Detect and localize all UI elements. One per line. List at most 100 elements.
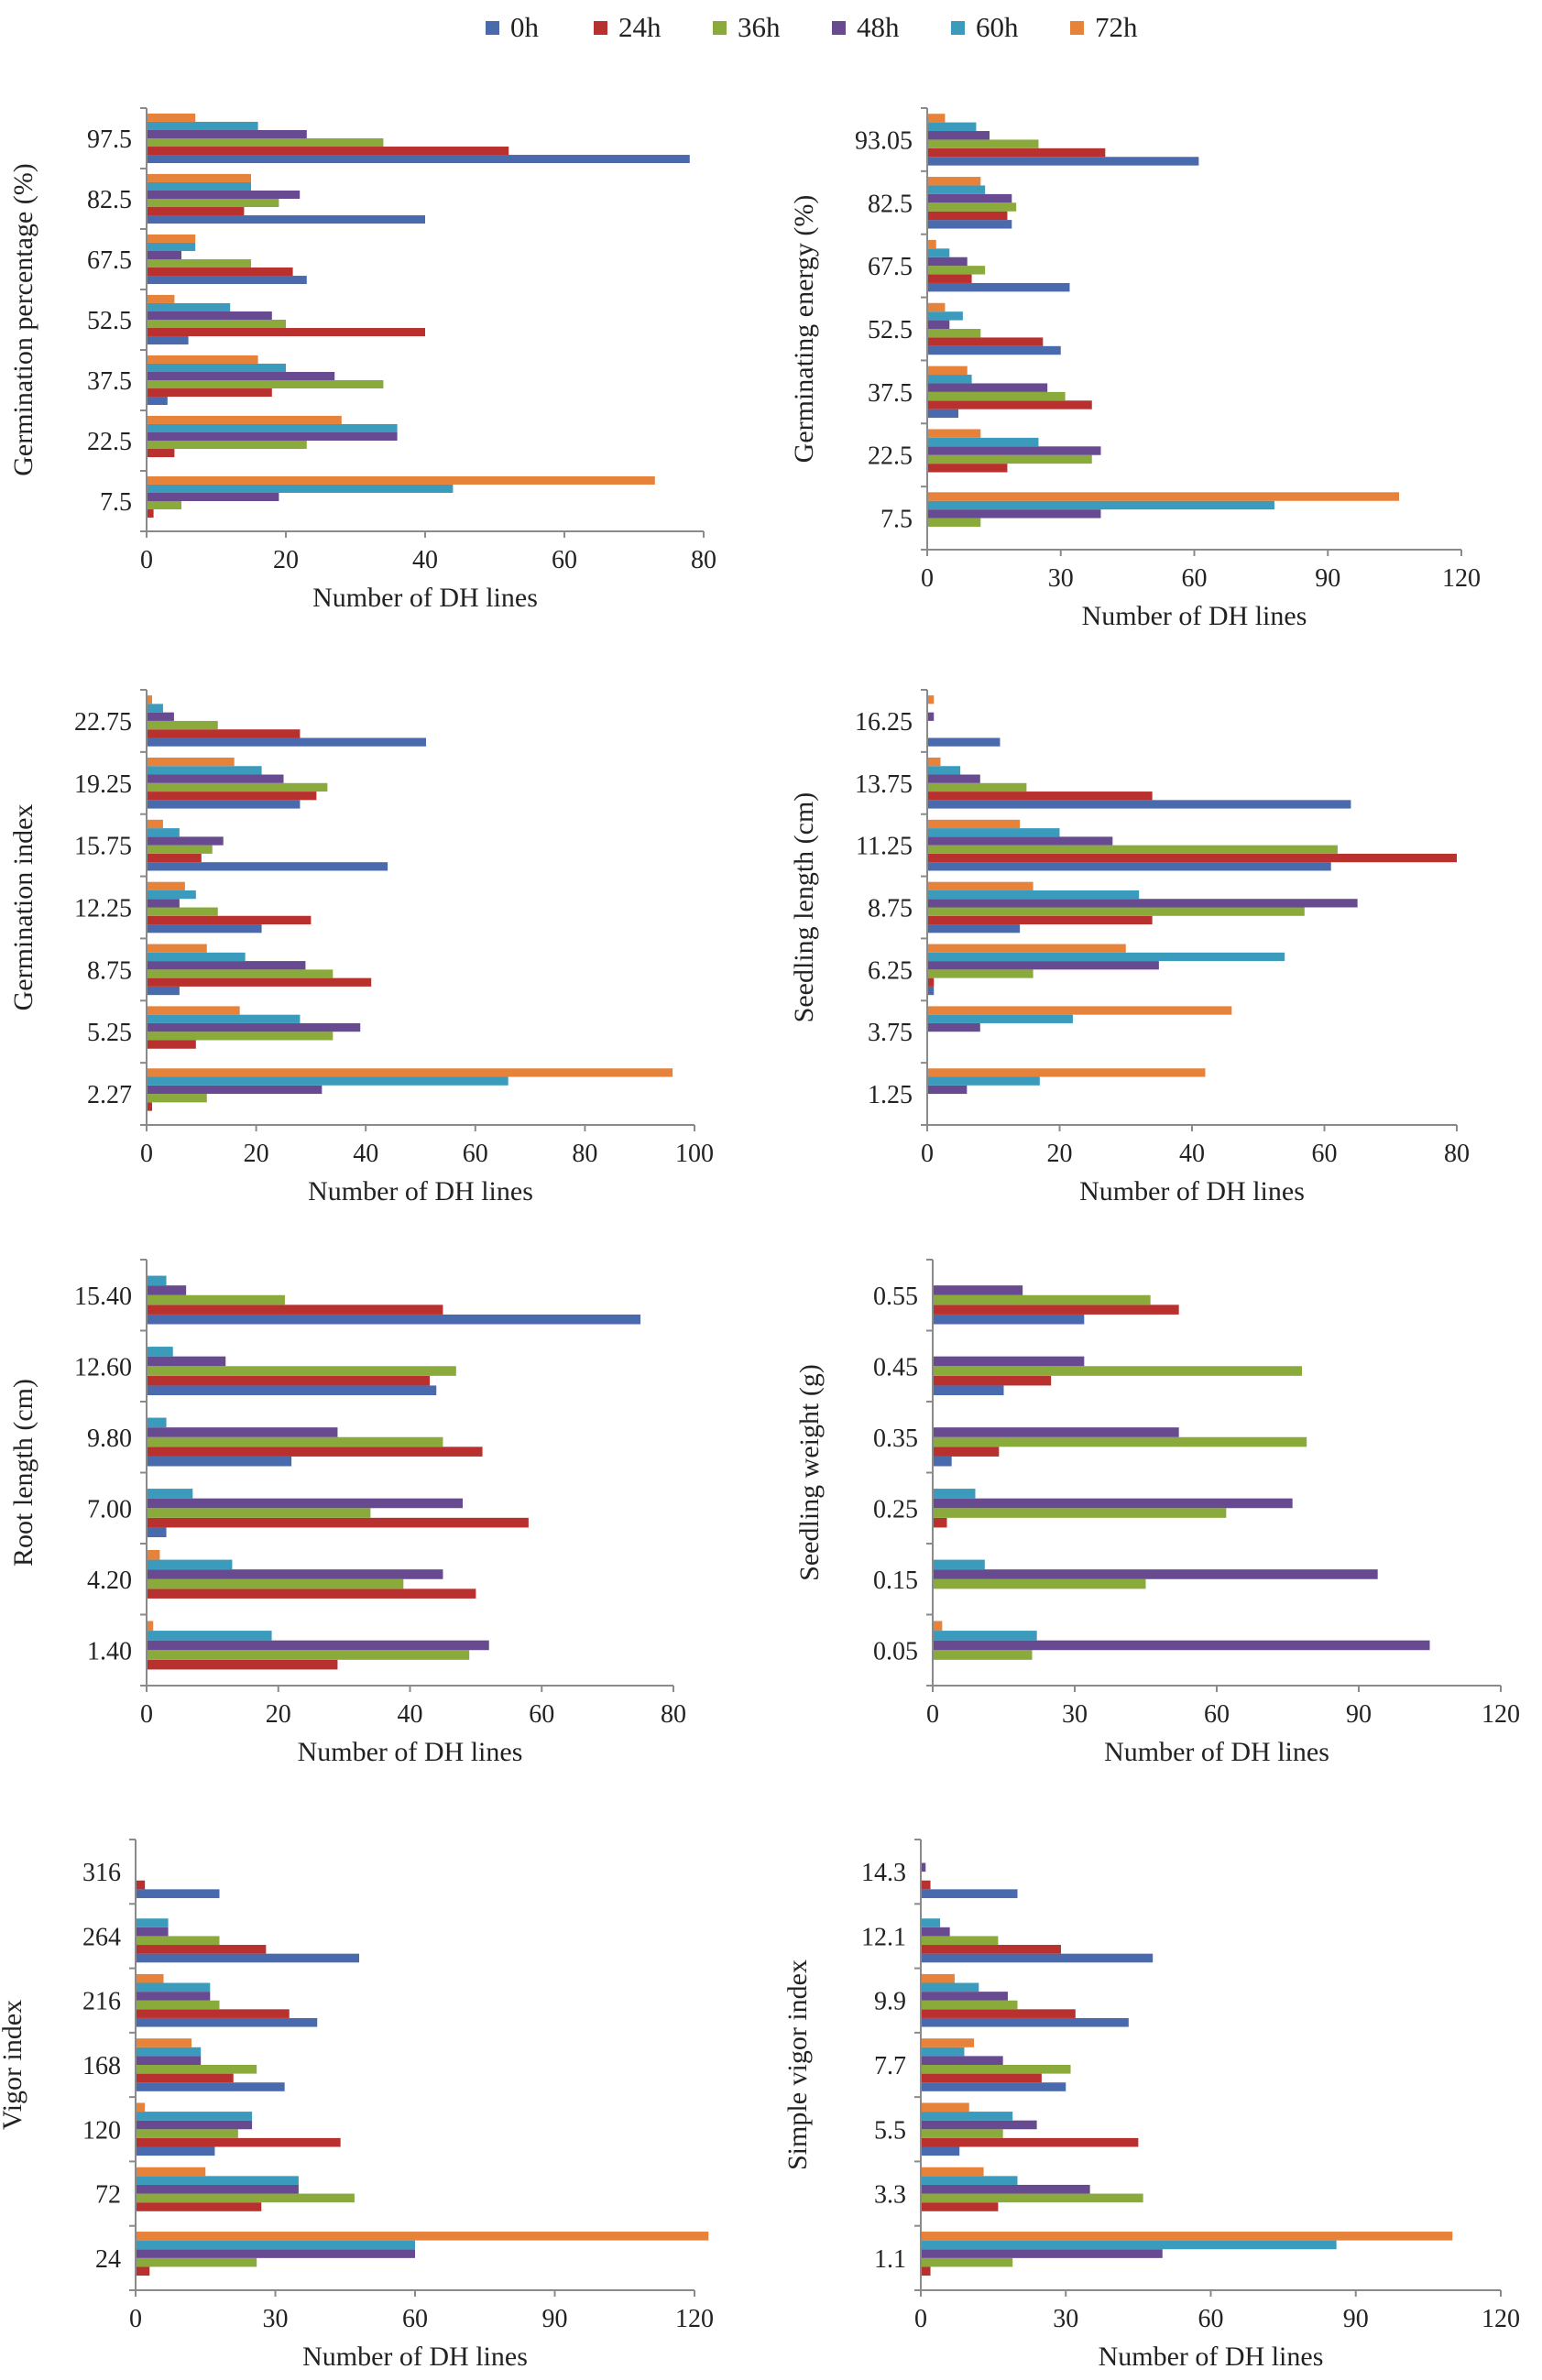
chart-8: 1.1 3.3 5.5 7.7 9.9 12.1 14.3 0 30 60 90 120 Number … [782,1839,1520,2372]
y-tick-label: 316 [82,1859,121,1887]
bar-24h-22.5 [147,449,175,458]
bar-0h-6.25 [927,986,935,996]
bar-48h-7.7 [921,2056,1003,2065]
bar-48h-9.9 [921,1992,1008,2001]
bar-36h-22.75 [147,720,218,730]
x-tick-label: 20 [244,1140,269,1168]
y-axis-title: Vigor index [0,2000,27,2130]
bar-24h-168 [136,2073,234,2083]
bar-24h-12.25 [147,915,312,925]
bar-48h-67.5 [927,257,968,267]
bar-24h-9.9 [921,2009,1076,2018]
x-tick-label: 60 [1198,2305,1224,2333]
bar-0h-19.25 [147,800,301,809]
x-tick-label: 120 [675,2305,714,2333]
bar-24h-0.55 [933,1305,1179,1315]
bar-36h-0.15 [933,1578,1146,1589]
bar-72h-37.5 [147,355,258,364]
bar-48h-15.75 [147,836,224,846]
bar-72h-82.5 [927,177,981,186]
y-tick-label: 12.25 [74,895,132,923]
bar-0h-5.5 [921,2146,960,2156]
bar-0h-9.9 [921,2017,1129,2027]
bar-36h-1.1 [921,2257,1013,2267]
bar-24h-8.75 [927,915,1153,925]
bar-72h-5.25 [147,1006,240,1015]
bar-36h-7.00 [147,1508,371,1518]
legend-swatch [486,20,499,35]
legend-label: 36h [738,11,781,43]
bar-48h-8.75 [147,961,306,970]
x-tick-label: 30 [263,2305,289,2333]
x-tick-label: 40 [353,1140,378,1168]
y-tick-label: 37.5 [87,367,132,396]
bar-60h-3.3 [921,2176,1018,2185]
bar-24h-15.40 [147,1305,443,1315]
x-tick-label: 40 [1179,1140,1205,1168]
y-tick-label: 4.20 [87,1567,132,1595]
bar-24h-316 [136,1880,146,1890]
bar-0h-97.5 [147,155,690,164]
bar-48h-19.25 [147,774,284,783]
bar-24h-97.5 [147,147,509,156]
x-tick-label: 90 [542,2305,568,2333]
bar-36h-52.5 [927,329,981,338]
x-tick-label: 80 [691,546,716,574]
bar-48h-7.5 [147,492,279,501]
bar-36h-82.5 [147,199,279,208]
bar-36h-22.5 [927,454,1092,464]
bar-24h-1.40 [147,1659,338,1670]
bar-24h-7.5 [147,509,154,519]
bar-0h-37.5 [147,397,168,406]
y-tick-label: 12.1 [861,1923,906,1951]
x-tick-label: 30 [1048,564,1074,593]
bar-60h-11.25 [927,828,1060,837]
x-tick-label: 40 [412,546,438,574]
y-tick-label: 67.5 [87,246,132,275]
bar-48h-0.25 [933,1498,1293,1509]
bar-72h-168 [136,2038,191,2047]
y-tick-label: 5.25 [87,1019,132,1047]
bar-36h-9.80 [147,1436,443,1447]
chart-2: 7.5 22.5 37.5 52.5 67.5 82.5 93.05 0 30 60 90 120 Nu… [789,107,1481,631]
bar-48h-3.75 [927,1022,980,1032]
y-tick-label: 7.7 [874,2052,906,2080]
legend-label: 48h [857,11,900,43]
bar-36h-6.25 [927,969,1033,978]
legend-swatch [1070,20,1084,35]
y-tick-label: 8.75 [868,895,913,923]
bar-60h-52.5 [927,311,963,321]
bar-72h-22.5 [927,429,981,438]
bar-72h-19.25 [147,757,235,767]
bar-48h-0.45 [933,1356,1085,1367]
bar-48h-2.27 [147,1085,323,1095]
bar-60h-7.7 [921,2047,965,2057]
bar-72h-5.5 [921,2102,969,2113]
bar-24h-5.5 [921,2137,1139,2147]
bar-24h-13.75 [927,792,1153,801]
bar-60h-37.5 [147,363,286,372]
bar-24h-14.3 [921,1880,931,1890]
y-tick-label: 22.5 [87,428,132,456]
y-tick-label: 14.3 [861,1859,906,1887]
y-tick-label: 7.5 [880,506,913,534]
bar-60h-22.75 [147,704,163,713]
y-tick-label: 1.1 [874,2245,906,2274]
bar-24h-24 [136,2266,150,2276]
bar-48h-37.5 [147,371,335,380]
bar-36h-22.5 [147,441,307,450]
x-tick-label: 60 [529,1700,554,1729]
y-axis-title: Germination percentage (%) [8,163,38,476]
x-tick-label: 90 [1346,1700,1372,1729]
bar-36h-19.25 [147,782,328,792]
bar-72h-8.75 [147,944,207,953]
bar-24h-22.5 [927,464,1008,473]
bar-48h-216 [136,1992,211,2001]
x-tick-label: 90 [1315,564,1340,593]
bar-60h-2.27 [147,1076,509,1086]
bar-24h-12.1 [921,1945,1061,1954]
x-tick-label: 20 [1047,1140,1073,1168]
bar-24h-67.5 [927,274,972,283]
bar-24h-15.75 [147,853,202,863]
bar-60h-12.60 [147,1347,173,1357]
